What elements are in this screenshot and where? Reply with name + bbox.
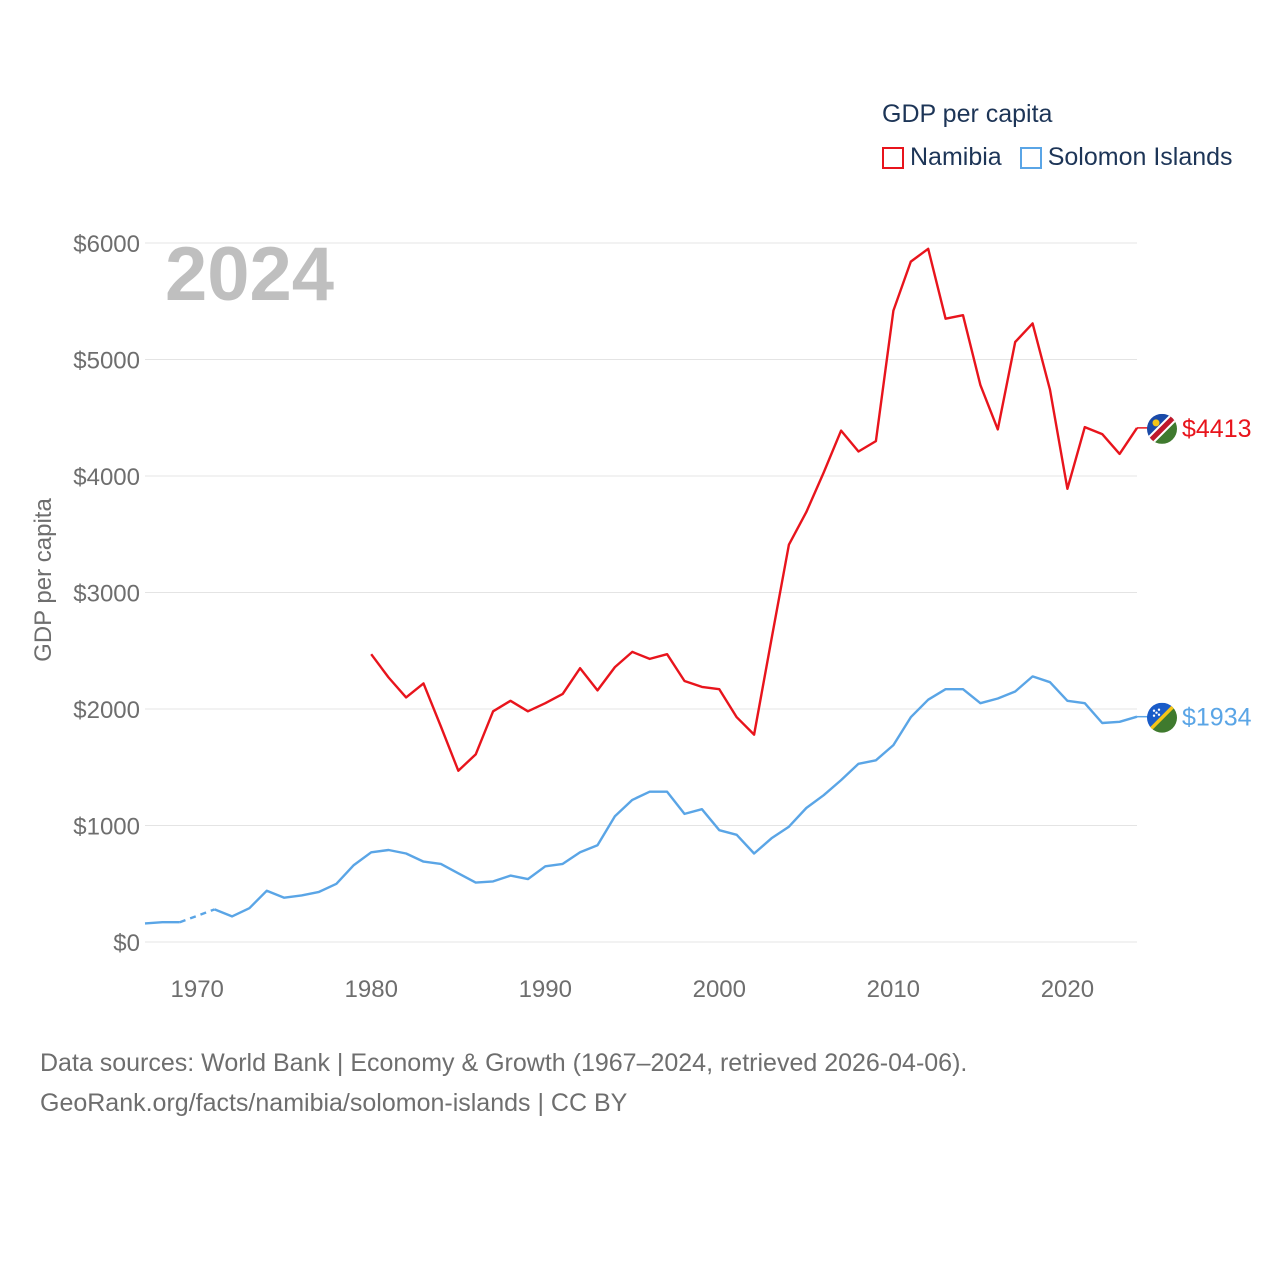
year-label: 2024 xyxy=(165,232,334,317)
legend-item-solomon-islands[interactable]: Solomon Islands xyxy=(1019,143,1233,172)
series-line-solomon-islands xyxy=(144,921,180,925)
legend-swatch-solomon-islands xyxy=(1019,146,1042,169)
data-sources: Data sources: World Bank | Economy & Gro… xyxy=(40,1043,967,1123)
gdp-line-chart: $0 $1000 $2000 $3000 $4000 $5000 $6000 1970 198… xyxy=(30,231,1252,1003)
legend-item-namibia[interactable]: Namibia xyxy=(882,143,1002,172)
x-tick-label-2000: 2000 xyxy=(693,976,746,1003)
legend: Namibia Solomon Islands xyxy=(882,143,1251,172)
legend-swatch-namibia xyxy=(882,146,904,169)
y-tick-label-1000: $1000 xyxy=(73,814,140,841)
y-tick-label-0: $0 xyxy=(113,930,140,957)
x-tick-label-2020: 2020 xyxy=(1041,976,1094,1003)
x-tick-label-1970: 1970 xyxy=(171,976,224,1003)
namibia-flag-icon xyxy=(1147,413,1177,444)
sources-line-2[interactable]: GeoRank.org/facts/namibia/solomon-island… xyxy=(40,1089,628,1117)
y-tick-label-4000: $4000 xyxy=(73,464,140,491)
legend-title: GDP per capita xyxy=(882,100,1053,128)
y-tick-label-2000: $2000 xyxy=(73,697,140,724)
x-tick-label-1980: 1980 xyxy=(345,976,398,1003)
legend-label-solomon-islands: Solomon Islands xyxy=(1047,143,1233,171)
x-tick-label-1990: 1990 xyxy=(519,976,572,1003)
y-tick-label-3000: $3000 xyxy=(73,581,140,608)
y-tick-label-5000: $5000 xyxy=(73,348,140,375)
sources-line-1: Data sources: World Bank | Economy & Gro… xyxy=(40,1049,968,1077)
series-line-solomon-islands-1 xyxy=(214,675,1138,918)
end-value-label-namibia: $4413 xyxy=(1182,415,1252,443)
end-value-label-solomon-islands: $1934 xyxy=(1182,704,1252,732)
y-tick-label-6000: $6000 xyxy=(73,231,140,258)
series-gap-solomon-islands xyxy=(179,908,216,924)
legend-label-namibia: Namibia xyxy=(910,143,1002,171)
solomon-islands-flag-icon xyxy=(1147,702,1177,733)
series-line-namibia xyxy=(370,247,1138,772)
y-axis-label: GDP per capita xyxy=(30,498,57,662)
x-tick-label-2010: 2010 xyxy=(867,976,920,1003)
